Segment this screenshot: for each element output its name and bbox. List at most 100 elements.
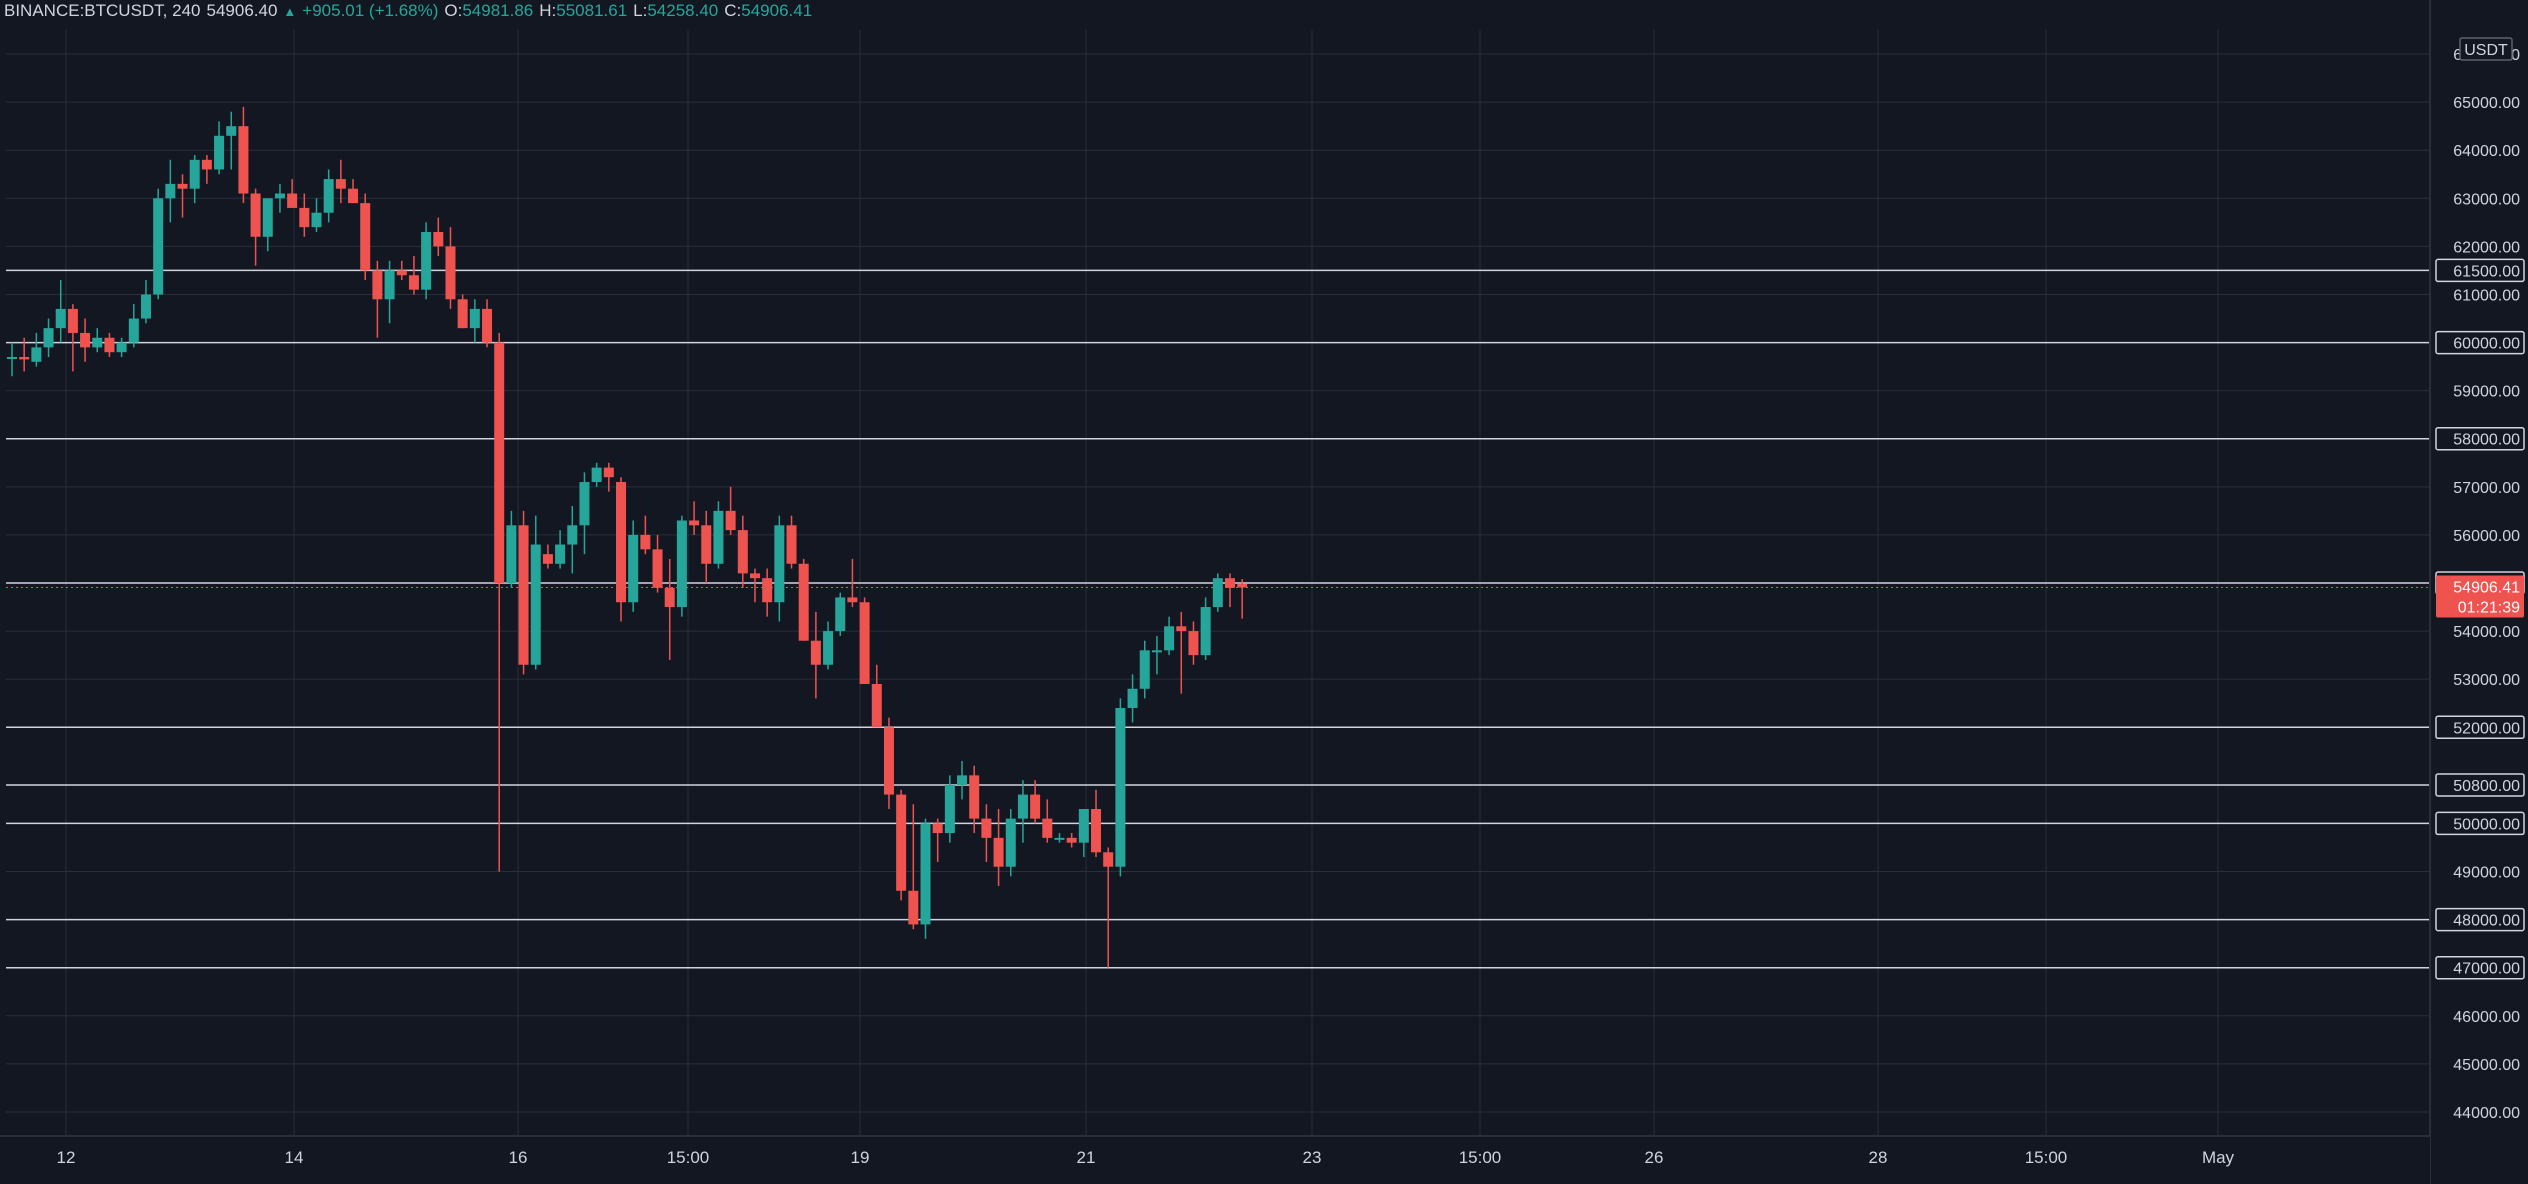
low-value: 54258.40: [647, 1, 719, 20]
candle-body: [835, 597, 846, 632]
level-label: 50800.00: [2453, 778, 2520, 795]
candle-body: [1188, 631, 1199, 656]
candle-body: [335, 179, 346, 189]
time-axis[interactable]: 12 14 16 15:00 19 21 23 15:00 26 28 15:00 May: [0, 1135, 2430, 1184]
candle-body: [969, 775, 980, 819]
close-value: 54906.41: [741, 1, 813, 20]
candle-body: [1237, 583, 1248, 588]
candle-body: [798, 563, 809, 641]
high-label: H:: [539, 1, 557, 20]
candle-body: [55, 308, 66, 329]
candles: [7, 106, 1248, 968]
time-tick-label: 15:00: [2025, 1148, 2068, 1167]
candle-body: [116, 342, 127, 353]
last-price-label: 54906.41: [2453, 580, 2520, 597]
candle-body: [567, 525, 578, 545]
horizontal-levels: [6, 269, 2430, 969]
time-tick-label: 12: [57, 1148, 76, 1167]
candle-body: [823, 631, 834, 665]
price-tick-label: 46000.00: [2453, 1009, 2520, 1026]
candle-body: [774, 525, 785, 603]
chart-header: BINANCE:BTCUSDT, 240 54906.40 ▲ +905.01 …: [0, 0, 812, 22]
level-label: 58000.00: [2453, 432, 2520, 449]
candle-body: [165, 183, 176, 199]
level-label-box: [2435, 330, 2525, 355]
candle-body: [140, 294, 151, 319]
candle-body: [920, 823, 931, 925]
open-value: 54981.86: [462, 1, 534, 20]
time-tick-label: May: [2202, 1148, 2235, 1167]
candle-body: [128, 318, 139, 343]
candle-body: [591, 467, 602, 483]
time-tick-label: 19: [851, 1148, 870, 1167]
candle-body: [189, 159, 200, 189]
candle-body: [482, 308, 493, 343]
candle-body: [445, 246, 456, 300]
candle-body: [226, 126, 237, 136]
candle-body: [238, 126, 249, 194]
candle-body: [469, 308, 480, 329]
time-tick-label: 28: [1869, 1148, 1888, 1167]
price-tick-label: 56000.00: [2453, 528, 2520, 545]
triangle-up-icon: ▲: [283, 3, 297, 19]
time-tick-label: 15:00: [667, 1148, 710, 1167]
candle-body: [1066, 837, 1077, 843]
currency-badge[interactable]: [2459, 37, 2513, 61]
low-label: L:: [633, 1, 648, 20]
candle-body: [579, 482, 590, 526]
candle-body: [701, 525, 712, 564]
time-tick-label: 23: [1303, 1148, 1322, 1167]
candle-body: [883, 727, 894, 795]
level-label: 47000.00: [2453, 961, 2520, 978]
candle-body: [433, 231, 444, 247]
close-label: C:: [724, 1, 742, 20]
price-tick-label: 44000.00: [2453, 1105, 2520, 1122]
candle-body: [274, 193, 285, 199]
candle-body: [262, 198, 273, 237]
candle-body: [1042, 818, 1053, 838]
symbol-label[interactable]: BINANCE:BTCUSDT, 240: [4, 1, 201, 20]
candle-body: [92, 337, 103, 348]
candle-body: [299, 207, 310, 228]
price-change: +905.01 (+1.68%): [302, 1, 439, 20]
candle-body: [932, 823, 943, 834]
candle-body: [1200, 607, 1211, 656]
candle-body: [201, 159, 212, 170]
price-tick-label: 59000.00: [2453, 384, 2520, 401]
price-axis[interactable]: 66000.0065000.0064000.0063000.0062000.00…: [2429, 0, 2528, 1184]
candle-body: [737, 530, 748, 574]
level-label: 52000.00: [2453, 720, 2520, 737]
price-tick-label: 63000.00: [2453, 191, 2520, 208]
level-label: 50000.00: [2453, 816, 2520, 833]
time-tick-label: 16: [509, 1148, 528, 1167]
candle-body: [749, 573, 760, 579]
candle-body: [457, 299, 468, 329]
candle-body: [689, 520, 700, 526]
candle-body: [957, 775, 968, 785]
time-tick-label: 26: [1645, 1148, 1664, 1167]
candle-body: [555, 544, 566, 564]
candle-body: [250, 193, 261, 237]
price-tick-label: 61000.00: [2453, 287, 2520, 304]
level-label: 60000.00: [2453, 336, 2520, 353]
level-label-box: [2435, 715, 2525, 740]
candle-body: [1225, 578, 1235, 588]
candle-body: [360, 203, 371, 271]
candle-body: [859, 602, 870, 684]
candle-body: [67, 308, 78, 333]
candle-body: [530, 544, 541, 665]
currency-label: USDT: [2464, 42, 2508, 59]
candle-body: [725, 510, 736, 531]
candle-body: [1017, 794, 1028, 819]
candle-body: [664, 587, 675, 608]
level-label-box: [2435, 773, 2525, 797]
level-label: 48000.00: [2453, 913, 2520, 930]
time-tick-label: 15:00: [1459, 1148, 1502, 1167]
candle-body: [871, 683, 882, 728]
candle-body: [311, 212, 322, 228]
candle-body: [43, 328, 54, 348]
last-price-box: [2436, 575, 2524, 618]
time-tick-label: 21: [1077, 1148, 1096, 1167]
high-value: 55081.61: [556, 1, 628, 20]
